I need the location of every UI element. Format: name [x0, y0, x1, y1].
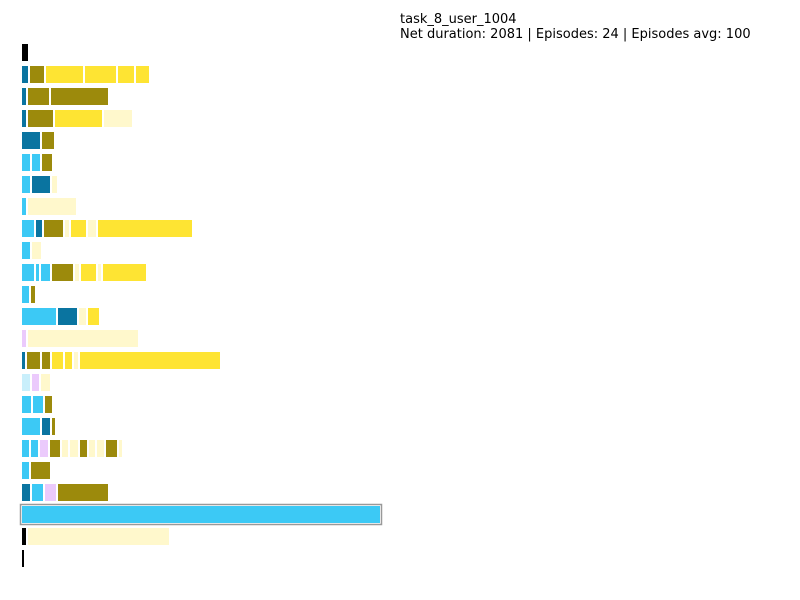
episode-18-segment-3: [52, 418, 55, 435]
episode-13-segment-2: [58, 308, 77, 325]
episode-7-segment-1: [22, 176, 30, 193]
episode-13-segment-1: [22, 308, 56, 325]
episode-9-segment-1: [22, 220, 34, 237]
episode-9-segment-2: [36, 220, 42, 237]
episode-15-segment-4: [52, 352, 63, 369]
episode-17-segment-1: [22, 396, 31, 413]
episode-10-segment-2: [32, 242, 41, 259]
episode-23-segment-2: [28, 528, 169, 545]
episode-14-segment-2: [28, 330, 138, 347]
episode-19-segment-5: [62, 440, 68, 457]
episode-2-segment-3: [46, 66, 83, 83]
episode-19-segment-9: [97, 440, 104, 457]
chart-subtitle: Net duration: 2081 | Episodes: 24 | Epis…: [400, 27, 751, 42]
episode-2-segment-2: [30, 66, 44, 83]
episode-21-segment-1: [22, 484, 30, 501]
episode-19-segment-3: [40, 440, 48, 457]
episode-4-segment-4: [104, 110, 132, 127]
episode-15-segment-2: [27, 352, 40, 369]
episode-21-segment-3: [45, 484, 56, 501]
episode-19-segment-8: [89, 440, 95, 457]
episode-1-segment-1: [22, 44, 28, 61]
chart-title: task_8_user_1004: [400, 12, 517, 27]
episode-23-segment-1: [22, 528, 26, 545]
episode-9-segment-4: [65, 220, 69, 237]
episode-6-segment-1: [22, 154, 30, 171]
episode-11-segment-8: [103, 264, 146, 281]
episode-15-segment-1: [22, 352, 25, 369]
episode-19-segment-7: [80, 440, 87, 457]
episode-9-segment-3: [44, 220, 63, 237]
episode-8-segment-2: [28, 198, 76, 215]
episode-4-segment-1: [22, 110, 26, 127]
episode-24-segment-1: [22, 550, 24, 567]
episode-19-segment-11: [119, 440, 122, 457]
episode-19-segment-2: [31, 440, 38, 457]
episode-4-segment-2: [28, 110, 53, 127]
episode-21-segment-4: [58, 484, 108, 501]
episode-9-segment-6: [88, 220, 96, 237]
episode-20-segment-1: [22, 462, 29, 479]
episode-19-segment-6: [70, 440, 78, 457]
episode-4-segment-3: [55, 110, 102, 127]
episode-12-segment-2: [31, 286, 35, 303]
episode-5-segment-1: [22, 132, 40, 149]
episode-12-segment-1: [22, 286, 29, 303]
episode-10-segment-1: [22, 242, 30, 259]
episode-2-segment-1: [22, 66, 28, 83]
episode-11-segment-4: [52, 264, 73, 281]
episode-20-segment-2: [31, 462, 50, 479]
episode-3-segment-3: [51, 88, 108, 105]
episode-21-segment-2: [32, 484, 43, 501]
episode-9-segment-7: [98, 220, 192, 237]
episode-3-segment-2: [28, 88, 49, 105]
episode-17-segment-2: [33, 396, 43, 413]
episode-6-segment-3: [42, 154, 52, 171]
highlighted-episode-frame: [19, 503, 383, 526]
episode-9-segment-5: [71, 220, 86, 237]
episode-7-segment-2: [32, 176, 50, 193]
episode-18-segment-1: [22, 418, 40, 435]
episode-7-segment-3: [52, 176, 57, 193]
episode-11-segment-2: [36, 264, 39, 281]
episode-11-segment-6: [81, 264, 96, 281]
episode-2-segment-4: [85, 66, 116, 83]
episode-11-segment-1: [22, 264, 34, 281]
episode-3-segment-1: [22, 88, 26, 105]
episode-5-segment-2: [42, 132, 54, 149]
episode-13-segment-3: [79, 308, 86, 325]
episode-16-segment-1: [22, 374, 30, 391]
episode-14-segment-1: [22, 330, 26, 347]
episode-11-segment-3: [41, 264, 50, 281]
chart-title-block: task_8_user_1004 Net duration: 2081 | Ep…: [400, 12, 751, 42]
episode-16-segment-2: [32, 374, 39, 391]
episode-15-segment-5: [65, 352, 72, 369]
episode-11-segment-5: [75, 264, 79, 281]
episode-8-segment-1: [22, 198, 26, 215]
episode-19-segment-1: [22, 440, 29, 457]
episode-16-segment-3: [41, 374, 50, 391]
episode-22-segment-1: [22, 506, 380, 523]
episode-15-segment-3: [42, 352, 50, 369]
episode-17-segment-3: [45, 396, 52, 413]
episode-15-segment-7: [80, 352, 220, 369]
episode-2-segment-6: [136, 66, 149, 83]
episode-13-segment-4: [88, 308, 99, 325]
episode-6-segment-2: [32, 154, 40, 171]
episode-11-segment-7: [98, 264, 101, 281]
episode-2-segment-5: [118, 66, 134, 83]
episode-19-segment-10: [106, 440, 117, 457]
episode-19-segment-4: [50, 440, 60, 457]
episode-18-segment-2: [42, 418, 50, 435]
episode-15-segment-6: [74, 352, 78, 369]
